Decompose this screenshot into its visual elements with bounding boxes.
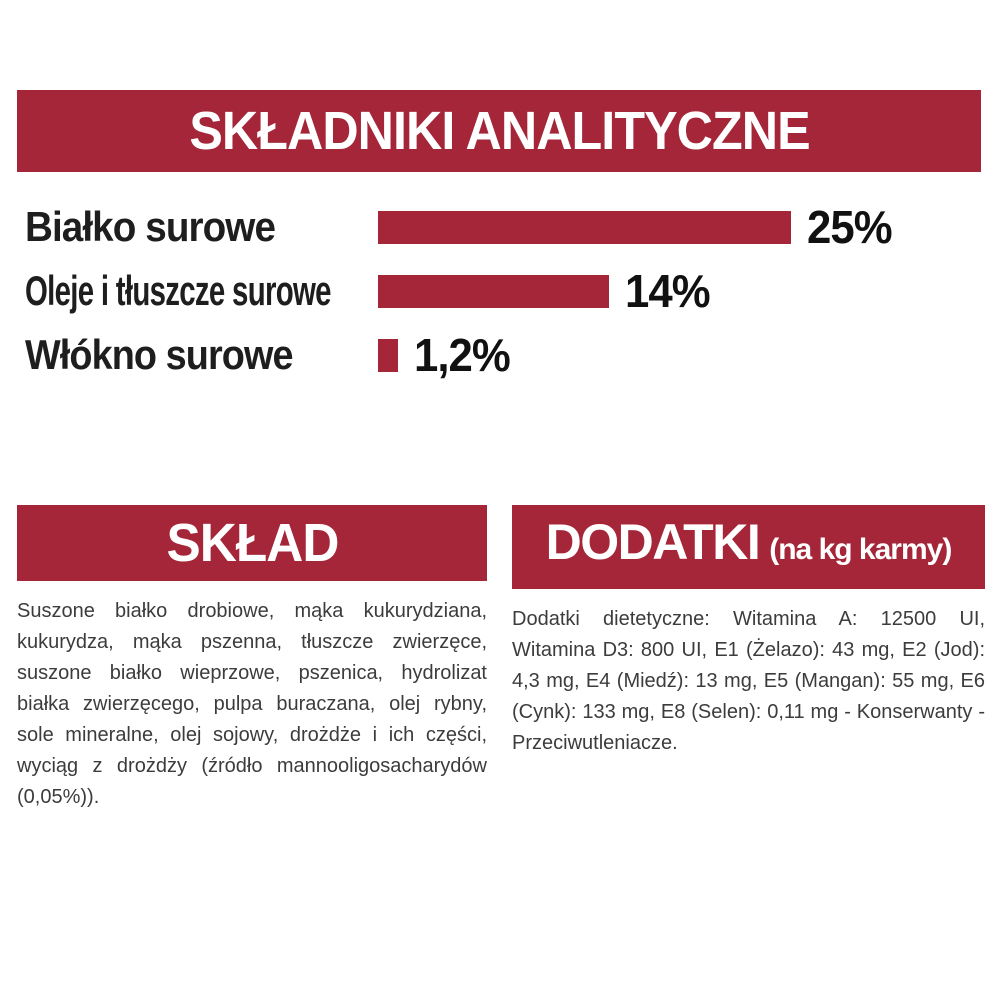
chart-bar (378, 338, 398, 372)
analytical-components-title: SKŁADNIKI ANALITYCZNE (188, 101, 810, 161)
additives-banner: DODATKI (na kg karmy) (512, 505, 985, 589)
chart-row-fats: Oleje i tłuszcze surowe 14% (25, 265, 985, 317)
composition-body-text: Suszone białko drobiowe, mąka kukurydzia… (17, 600, 487, 808)
chart-bar (378, 210, 791, 244)
additives-title: DODATKI (545, 514, 761, 570)
chart-value-label: 1,2% (413, 329, 511, 381)
chart-category-label: Oleje i tłuszcze surowe (25, 267, 331, 314)
chart-category-label: Włókno surowe (25, 331, 294, 378)
chart-category-label: Białko surowe (25, 203, 276, 250)
analytical-components-banner: SKŁADNIKI ANALITYCZNE (17, 90, 981, 172)
composition-title: SKŁAD (166, 513, 339, 573)
analytical-components-chart: Białko surowe 25% Oleje i tłuszcze surow… (25, 201, 985, 381)
chart-value-label: 25% (806, 201, 893, 253)
additives-body-text: Dodatki dietetyczne: Witamina A: 12500 U… (512, 608, 985, 754)
composition-banner: SKŁAD (17, 505, 487, 581)
lower-sections: SKŁAD Suszone białko drobiowe, mąka kuku… (17, 505, 985, 833)
chart-bar (378, 274, 609, 308)
chart-value-label: 14% (625, 265, 711, 317)
chart-row-protein: Białko surowe 25% (25, 201, 985, 253)
additives-section: DODATKI (na kg karmy) Dodatki dietetyczn… (512, 505, 985, 833)
composition-section: SKŁAD Suszone białko drobiowe, mąka kuku… (17, 505, 487, 833)
additives-subtitle: (na kg karmy) (769, 533, 952, 566)
chart-row-fibre: Włókno surowe 1,2% (25, 329, 985, 381)
